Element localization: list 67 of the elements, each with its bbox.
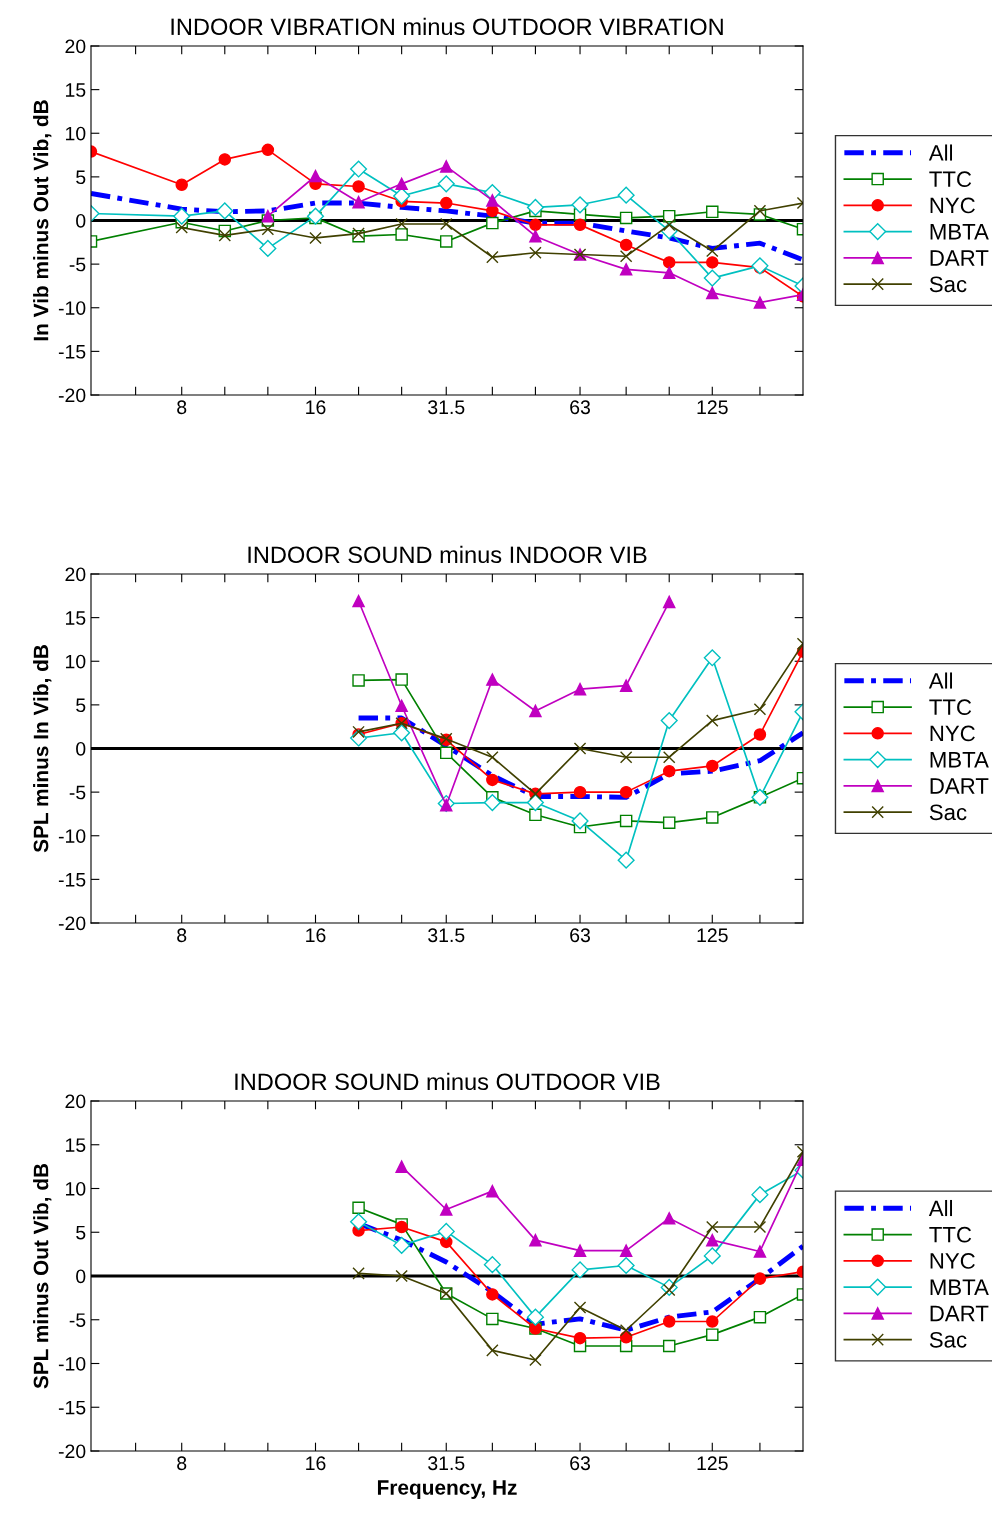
legend-label: NYC bbox=[930, 725, 975, 742]
y-tick-label: 10 bbox=[66, 654, 86, 669]
y-axis-title: SPL minus In Vib, dB bbox=[33, 645, 52, 853]
x-tick-label: 31.5 bbox=[428, 928, 465, 943]
chart-title: INDOOR SOUND minus OUTDOOR VIB bbox=[235, 1072, 660, 1091]
x-tick-label: 125 bbox=[697, 400, 728, 415]
y-tick-label: 15 bbox=[66, 1138, 86, 1152]
y-tick-label: 10 bbox=[66, 1181, 86, 1196]
chart-title: INDOOR VIBRATION minus OUTDOOR VIBRATION bbox=[171, 17, 723, 36]
y-tick-label: -5 bbox=[69, 785, 86, 800]
y-tick-label: -10 bbox=[58, 829, 86, 843]
x-tick-label: 16 bbox=[306, 400, 326, 415]
legend-label: NYC bbox=[930, 1253, 975, 1269]
legend-label: All bbox=[928, 672, 953, 689]
x-tick-label: 31.5 bbox=[428, 1456, 465, 1471]
legend-label: MBTA bbox=[930, 1279, 989, 1295]
y-tick-label: 15 bbox=[66, 611, 86, 625]
x-tick-label: 16 bbox=[306, 928, 326, 943]
y-tick-label: -15 bbox=[58, 1400, 86, 1415]
chart-title: INDOOR SOUND minus INDOOR VIB bbox=[248, 545, 647, 564]
y-tick-label: 5 bbox=[76, 1225, 86, 1240]
y-tick-label: 10 bbox=[66, 126, 86, 141]
y-tick-label: -10 bbox=[58, 301, 86, 315]
y-tick-label: -10 bbox=[58, 1356, 86, 1371]
legend-label: Sac bbox=[929, 276, 967, 293]
legend-label: Sac bbox=[929, 1331, 967, 1348]
y-tick-label: -20 bbox=[58, 916, 86, 931]
legend-label: Sac bbox=[929, 804, 967, 821]
y-tick-label: 20 bbox=[65, 1094, 86, 1109]
legend-label: TTC bbox=[929, 699, 972, 716]
x-tick-label: 8 bbox=[177, 928, 187, 943]
legend-label: All bbox=[928, 144, 953, 161]
y-tick-label: -5 bbox=[69, 1313, 86, 1327]
y-tick-label: 20 bbox=[65, 39, 86, 54]
x-tick-label: 63 bbox=[570, 928, 590, 943]
y-tick-label: 0 bbox=[76, 741, 86, 756]
legend-label: MBTA bbox=[930, 224, 989, 240]
y-tick-label: -5 bbox=[69, 257, 86, 272]
x-axis-title: Frequency, Hz bbox=[377, 1480, 517, 1499]
y-tick-label: -20 bbox=[58, 388, 86, 403]
x-tick-label: 31.5 bbox=[428, 400, 465, 415]
x-tick-label: 63 bbox=[570, 400, 590, 415]
legend-label: DART bbox=[930, 1305, 989, 1322]
legend-label: TTC bbox=[929, 1226, 972, 1243]
y-tick-label: -15 bbox=[58, 873, 86, 887]
y-tick-label: 20 bbox=[65, 567, 86, 582]
legend-label: DART bbox=[930, 250, 989, 266]
legend-label: All bbox=[928, 1199, 953, 1217]
y-tick-label: 5 bbox=[76, 170, 86, 185]
x-tick-label: 8 bbox=[177, 1456, 187, 1471]
y-tick-label: 0 bbox=[76, 213, 86, 228]
y-tick-label: 5 bbox=[76, 698, 86, 713]
x-tick-label: 16 bbox=[306, 1456, 326, 1471]
y-tick-label: -15 bbox=[58, 345, 86, 359]
legend-label: TTC bbox=[929, 171, 972, 188]
y-tick-label: -20 bbox=[58, 1444, 86, 1459]
legend-label: MBTA bbox=[930, 752, 989, 768]
legend-label: NYC bbox=[930, 197, 975, 214]
x-tick-label: 63 bbox=[570, 1456, 590, 1471]
y-axis-title: SPL minus Out Vib, dB bbox=[33, 1163, 52, 1389]
y-tick-label: 0 bbox=[76, 1269, 86, 1284]
x-tick-label: 125 bbox=[697, 1456, 728, 1471]
y-axis-title: In Vib minus Out Vib, dB bbox=[33, 100, 52, 341]
legend-label: DART bbox=[930, 778, 989, 794]
x-tick-label: 125 bbox=[697, 928, 728, 943]
y-tick-label: 15 bbox=[66, 83, 86, 97]
x-tick-label: 8 bbox=[177, 400, 187, 415]
